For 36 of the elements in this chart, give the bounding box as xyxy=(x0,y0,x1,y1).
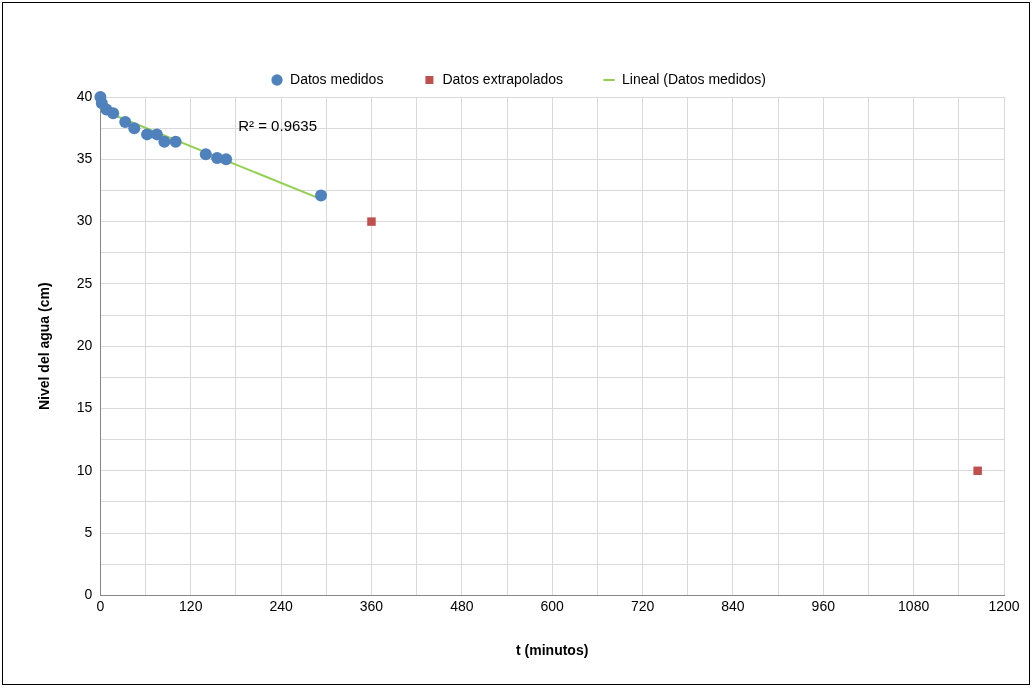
point xyxy=(107,107,120,120)
x-tick-label: 600 xyxy=(540,597,565,614)
y-tick-label: 10 xyxy=(76,461,93,478)
point xyxy=(128,122,141,135)
point xyxy=(315,189,328,202)
y-tick-label: 25 xyxy=(76,274,93,291)
point xyxy=(973,466,982,476)
x-tick-label: 0 xyxy=(96,597,105,614)
y-axis-title: Nivel del agua (cm) xyxy=(36,282,53,410)
x-tick-label: 1080 xyxy=(898,597,930,614)
x-axis-title: t (minutos) xyxy=(516,642,589,659)
x-tick-label: 960 xyxy=(811,597,836,614)
y-tick-label: 40 xyxy=(76,87,93,104)
y-tick-label: 30 xyxy=(76,212,93,229)
legend-label: Lineal (Datos medidos) xyxy=(622,70,766,87)
x-tick-label: 720 xyxy=(630,597,655,614)
x-tick-label: 480 xyxy=(450,597,474,614)
x-tick-label: 840 xyxy=(721,597,745,614)
legend-label: Datos extrapolados xyxy=(442,70,564,87)
y-tick-label: 20 xyxy=(76,337,93,354)
x-tick-label: 120 xyxy=(179,597,203,614)
annotation: R² = 0.9635 xyxy=(238,117,318,135)
legend-label: Datos medidos xyxy=(290,70,384,87)
y-tick-label: 15 xyxy=(76,399,93,416)
y-tick-label: 35 xyxy=(76,150,93,167)
point xyxy=(169,135,182,148)
point xyxy=(119,115,132,128)
point xyxy=(158,135,171,148)
x-tick-label: 360 xyxy=(359,597,384,614)
y-tick-label: 0 xyxy=(84,586,93,603)
x-tick-label: 240 xyxy=(269,597,293,614)
y-tick-label: 5 xyxy=(84,523,93,540)
point xyxy=(367,217,376,226)
point xyxy=(199,148,212,161)
x-tick-label: 1200 xyxy=(988,597,1020,614)
point xyxy=(220,153,233,166)
